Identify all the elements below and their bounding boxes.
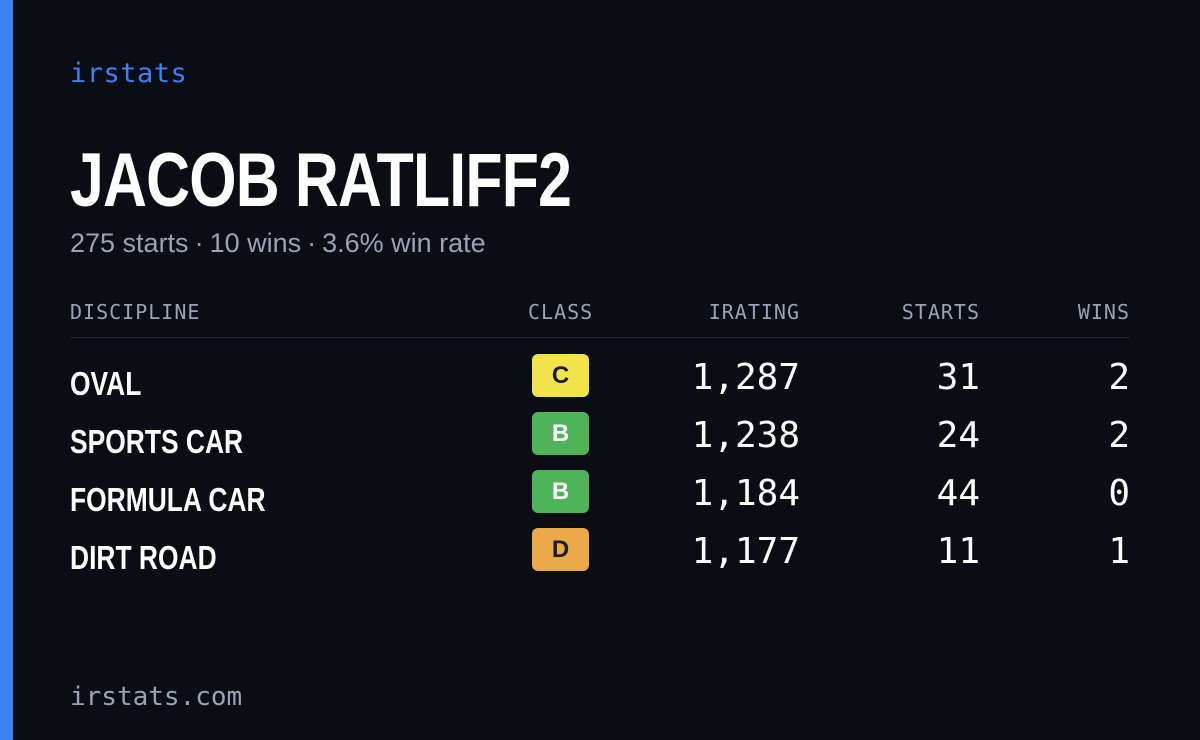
discipline-label: DIRT ROAD [70, 539, 217, 576]
header-wins: WINS [1077, 300, 1130, 324]
class-badge: D [532, 528, 589, 571]
starts-value: 24 [936, 415, 980, 456]
starts-count: 275 starts [70, 228, 189, 258]
player-summary: 275 starts · 10 wins · 3.6% win rate [70, 228, 486, 259]
wins-value: 2 [1108, 357, 1130, 398]
accent-bar [0, 0, 13, 740]
wins-value: 1 [1108, 531, 1130, 572]
player-name: JACOB RATLIFF2 [70, 138, 572, 223]
table-row: FORMULA CAR B 1,184 44 0 [70, 470, 1130, 528]
starts-value: 31 [936, 357, 980, 398]
win-rate: 3.6% win rate [322, 228, 486, 258]
irating-value: 1,238 [691, 415, 800, 456]
starts-value: 11 [936, 531, 980, 572]
header-class: CLASS [528, 300, 594, 324]
footer-url: irstats.com [70, 682, 243, 712]
class-badge: C [532, 354, 589, 397]
table-row: DIRT ROAD D 1,177 11 1 [70, 528, 1130, 586]
class-badge: B [532, 412, 589, 455]
discipline-label: SPORTS CAR [70, 423, 244, 460]
separator: · [307, 228, 317, 258]
separator: · [194, 228, 204, 258]
wins-count: 10 wins [209, 228, 302, 258]
wins-value: 0 [1108, 473, 1130, 514]
discipline-label: OVAL [70, 365, 142, 402]
table-row: SPORTS CAR B 1,238 24 2 [70, 412, 1130, 470]
irating-value: 1,287 [691, 357, 800, 398]
class-badge: B [532, 470, 589, 513]
irating-value: 1,184 [691, 473, 800, 514]
wins-value: 2 [1108, 415, 1130, 456]
header-starts: STARTS [901, 300, 980, 324]
discipline-label: FORMULA CAR [70, 481, 266, 518]
table-row: OVAL C 1,287 31 2 [70, 354, 1130, 412]
starts-value: 44 [936, 473, 980, 514]
stats-table: DISCIPLINE CLASS IRATING STARTS WINS OVA… [70, 298, 1130, 586]
table-header: DISCIPLINE CLASS IRATING STARTS WINS [70, 298, 1130, 338]
irating-value: 1,177 [691, 531, 800, 572]
header-irating: IRATING [708, 300, 800, 324]
header-discipline: DISCIPLINE [70, 300, 201, 324]
brand-logo: irstats [70, 58, 188, 89]
table-body: OVAL C 1,287 31 2 SPORTS CAR B 1,238 24 … [70, 354, 1130, 586]
